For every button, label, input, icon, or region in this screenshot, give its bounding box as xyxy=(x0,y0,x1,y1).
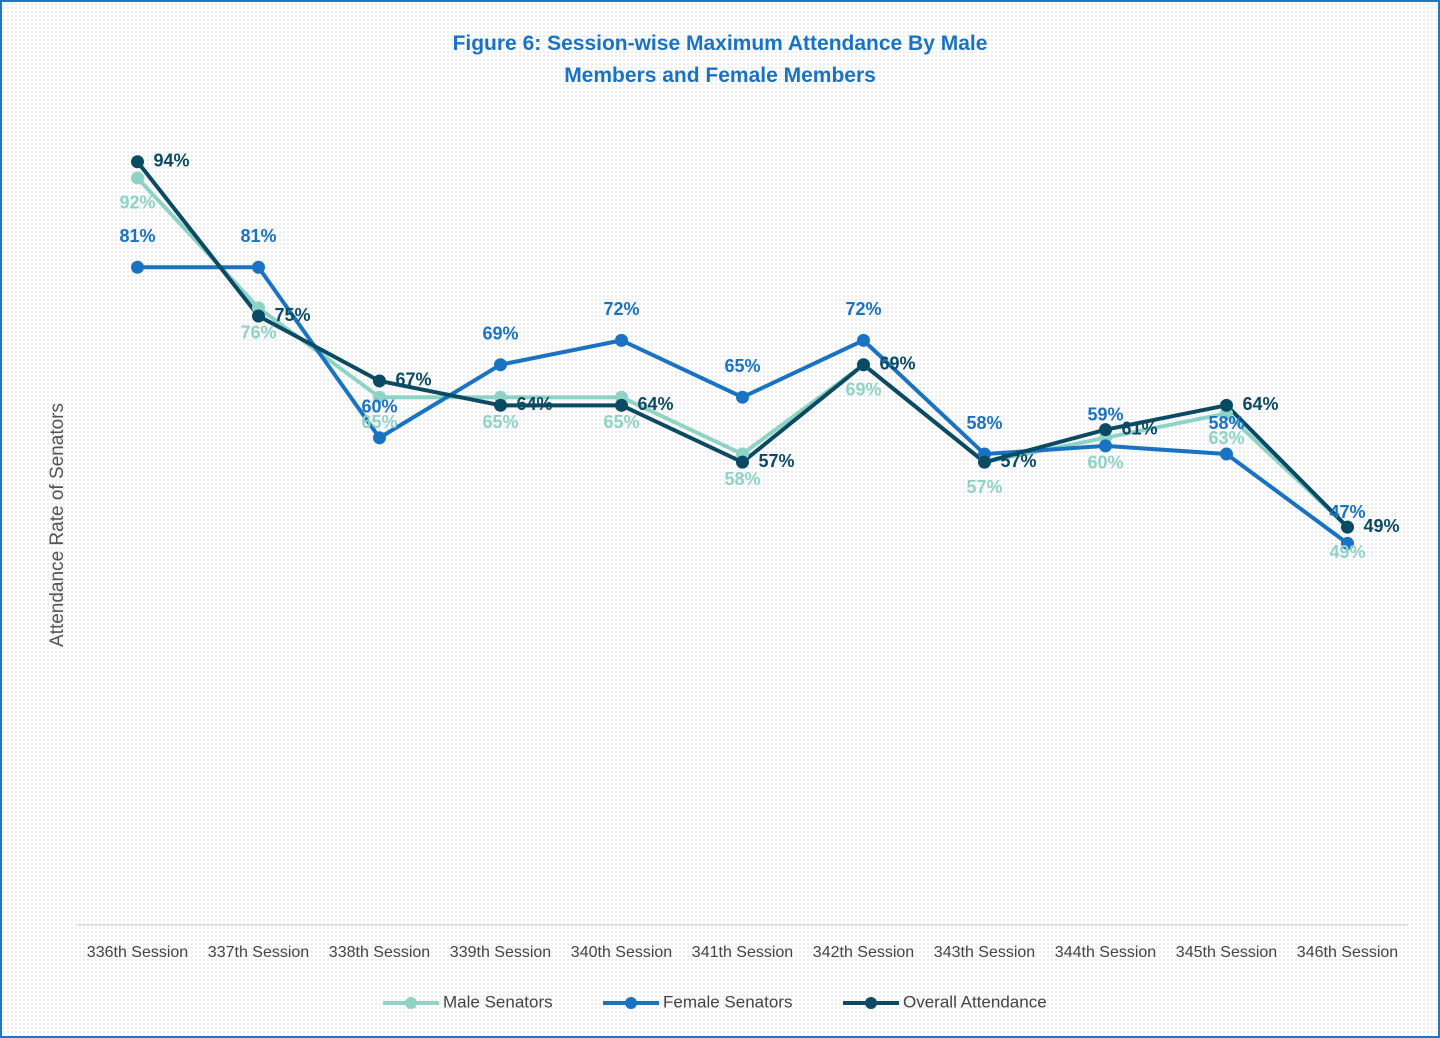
data-label: 76% xyxy=(240,323,276,343)
data-point xyxy=(494,358,507,372)
legend-label: Male Senators xyxy=(443,992,553,1011)
x-tick-label: 344th Session xyxy=(1055,944,1156,961)
data-label: 81% xyxy=(119,226,155,246)
data-point xyxy=(1099,439,1112,453)
data-point xyxy=(494,398,507,412)
data-point xyxy=(373,390,386,404)
data-point xyxy=(736,455,749,469)
legend-marker xyxy=(625,997,637,1009)
data-label: 49% xyxy=(1329,542,1365,562)
x-tick-label: 339th Session xyxy=(450,944,551,961)
data-label: 72% xyxy=(603,299,639,319)
data-label: 63% xyxy=(1208,428,1244,448)
data-point xyxy=(857,333,870,347)
data-point xyxy=(131,155,144,169)
data-point xyxy=(1341,536,1354,550)
data-label: 67% xyxy=(395,370,431,390)
data-label: 64% xyxy=(516,394,552,414)
series-line xyxy=(137,265,1349,545)
data-label: 58% xyxy=(724,469,760,489)
data-label: 65% xyxy=(603,412,639,432)
legend-marker xyxy=(865,997,877,1009)
data-label: 60% xyxy=(1087,453,1123,473)
data-point xyxy=(1099,423,1112,437)
chart-title: Figure 6: Session-wise Maximum Attendanc… xyxy=(452,32,988,87)
data-label: 94% xyxy=(153,150,189,170)
data-point xyxy=(131,260,144,274)
data-point xyxy=(1341,520,1354,534)
legend-label: Overall Attendance xyxy=(903,992,1047,1011)
data-label: 81% xyxy=(240,226,276,246)
legend-label: Female Senators xyxy=(663,992,792,1011)
data-label: 75% xyxy=(274,305,310,325)
data-point xyxy=(373,431,386,445)
data-label: 69% xyxy=(845,379,881,399)
data-point xyxy=(857,358,870,372)
x-tick-label: 336th Session xyxy=(87,944,188,961)
data-label: 65% xyxy=(724,356,760,376)
data-label: 58% xyxy=(966,413,1002,433)
data-label: 64% xyxy=(1242,394,1278,414)
data-label: 69% xyxy=(482,323,518,343)
data-point xyxy=(252,260,265,274)
x-tick-label: 340th Session xyxy=(571,944,672,961)
data-point xyxy=(252,309,265,323)
data-point xyxy=(736,390,749,404)
data-label: 59% xyxy=(1087,405,1123,425)
x-tick-label: 343th Session xyxy=(934,944,1035,961)
data-label: 72% xyxy=(845,299,881,319)
data-label: 58% xyxy=(1208,413,1244,433)
data-label: 47% xyxy=(1329,502,1365,522)
x-tick-label: 342th Session xyxy=(813,944,914,961)
x-tick-label: 345th Session xyxy=(1176,944,1277,961)
data-label: 49% xyxy=(1363,516,1399,536)
x-tick-label: 337th Session xyxy=(208,944,309,961)
data-point xyxy=(615,333,628,347)
data-label: 65% xyxy=(361,412,397,432)
data-point xyxy=(373,374,386,388)
y-axis-label: Attendance Rate of Senators xyxy=(47,403,68,647)
data-label: 61% xyxy=(1121,418,1157,438)
data-label: 64% xyxy=(637,394,673,414)
x-tick-label: 346th Session xyxy=(1297,944,1398,961)
data-point xyxy=(1220,398,1233,412)
legend-marker xyxy=(405,997,417,1009)
data-label: 57% xyxy=(758,451,794,471)
data-label: 60% xyxy=(361,397,397,417)
x-tick-label: 338th Session xyxy=(329,944,430,961)
data-label: 92% xyxy=(119,193,155,213)
data-point xyxy=(131,171,144,185)
data-point xyxy=(615,398,628,412)
data-point xyxy=(978,455,991,469)
data-label: 57% xyxy=(966,477,1002,497)
data-point xyxy=(1220,447,1233,461)
data-label: 65% xyxy=(482,412,518,432)
data-label: 69% xyxy=(879,353,915,373)
x-tick-label: 341th Session xyxy=(692,944,793,961)
data-label: 57% xyxy=(1000,451,1036,471)
